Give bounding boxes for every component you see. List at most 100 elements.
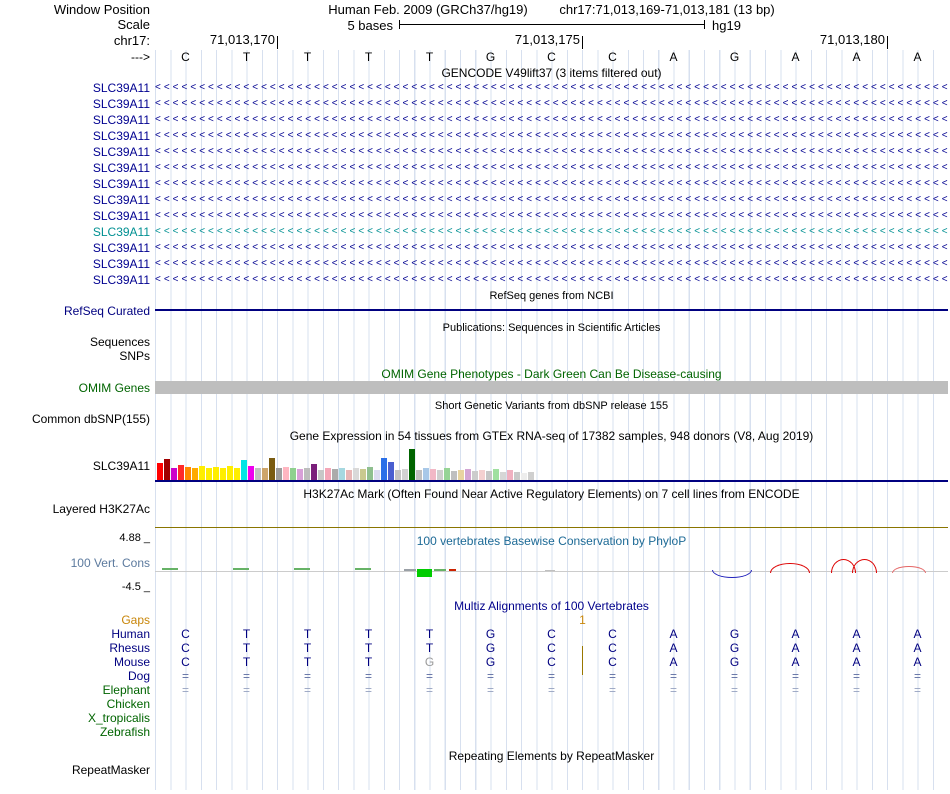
gene-model-row[interactable]: <<<<<<<<<<<<<<<<<<<<<<<<<<<<<<<<<<<<<<<<… — [155, 82, 948, 93]
repeatmasker-track-title[interactable]: Repeating Elements by RepeatMasker — [448, 749, 655, 763]
alignment-base: = — [669, 669, 677, 683]
sequences-label[interactable]: Sequences — [89, 335, 150, 349]
insertion-line — [582, 646, 583, 675]
alignment-base: C — [181, 627, 190, 641]
gene-model-row[interactable]: <<<<<<<<<<<<<<<<<<<<<<<<<<<<<<<<<<<<<<<<… — [155, 210, 948, 221]
alignment-base: T — [364, 627, 373, 641]
gtex-bar — [367, 467, 373, 480]
alignment-base: A — [669, 655, 678, 669]
assembly-tag: hg19 — [712, 18, 741, 33]
alignment-base: G — [729, 655, 740, 669]
alignment-base: C — [547, 655, 556, 669]
gene-label[interactable]: SLC39A11 — [92, 225, 150, 239]
scale-bar-tick-left — [399, 20, 400, 29]
gtex-bar — [346, 470, 352, 480]
conservation-track-label[interactable]: 100 Vert. Cons — [70, 556, 150, 570]
species-label-gaps[interactable]: Gaps — [121, 613, 150, 627]
alignment-base: = — [303, 683, 311, 697]
gene-model-row[interactable]: <<<<<<<<<<<<<<<<<<<<<<<<<<<<<<<<<<<<<<<<… — [155, 114, 948, 125]
alignment-base: A — [913, 641, 922, 655]
h3k27ac-label[interactable]: Layered H3K27Ac — [52, 502, 150, 516]
gencode-track-title[interactable]: GENCODE V49lift37 (3 items filtered out) — [441, 66, 662, 80]
species-label-chicken[interactable]: Chicken — [106, 697, 150, 711]
gene-label[interactable]: SLC39A11 — [92, 241, 150, 255]
snps-label[interactable]: SNPs — [119, 349, 150, 363]
gene-label[interactable]: SLC39A11 — [92, 161, 150, 175]
omim-genes-label[interactable]: OMIM Genes — [78, 381, 150, 395]
ruler-label: 71,013,170 — [209, 32, 275, 47]
gene-label[interactable]: SLC39A11 — [92, 145, 150, 159]
species-label-human[interactable]: Human — [111, 627, 150, 641]
sequence-base: A — [852, 50, 861, 64]
gtex-bar — [528, 472, 534, 480]
gene-label[interactable]: SLC39A11 — [92, 177, 150, 191]
alignment-base: T — [242, 641, 251, 655]
sequence-base: C — [181, 50, 190, 64]
gene-label[interactable]: SLC39A11 — [92, 97, 150, 111]
gene-model-row[interactable]: <<<<<<<<<<<<<<<<<<<<<<<<<<<<<<<<<<<<<<<<… — [155, 274, 948, 285]
omim-track-title[interactable]: OMIM Gene Phenotypes - Dark Green Can Be… — [381, 367, 722, 381]
alignment-base: C — [608, 627, 617, 641]
alignment-base: = — [547, 683, 555, 697]
alignment-base: = — [364, 683, 372, 697]
gtex-bar — [486, 471, 492, 480]
gtex-bar — [493, 469, 499, 480]
gtex-track-title[interactable]: Gene Expression in 54 tissues from GTEx … — [289, 429, 814, 443]
publications-track-title[interactable]: Publications: Sequences in Scientific Ar… — [442, 322, 661, 334]
gene-model-row[interactable]: <<<<<<<<<<<<<<<<<<<<<<<<<<<<<<<<<<<<<<<<… — [155, 98, 948, 109]
species-label-dog[interactable]: Dog — [127, 669, 150, 683]
gene-model-row[interactable]: <<<<<<<<<<<<<<<<<<<<<<<<<<<<<<<<<<<<<<<<… — [155, 162, 948, 173]
sequence-base: A — [791, 50, 800, 64]
gtex-bar — [507, 470, 513, 480]
alignment-base: = — [913, 669, 921, 683]
window-position-title: Human Feb. 2009 (GRCh37/hg19) chr17:71,0… — [155, 3, 948, 17]
gtex-gene-label[interactable]: SLC39A11 — [92, 459, 150, 473]
refseq-curated-item[interactable] — [155, 309, 948, 311]
gene-label[interactable]: SLC39A11 — [92, 193, 150, 207]
dbsnp-label[interactable]: Common dbSNP(155) — [31, 412, 150, 426]
gene-model-row[interactable]: <<<<<<<<<<<<<<<<<<<<<<<<<<<<<<<<<<<<<<<<… — [155, 130, 948, 141]
species-label-zebrafish[interactable]: Zebrafish — [99, 725, 150, 739]
alignment-base: T — [303, 641, 312, 655]
dbsnp-track-title[interactable]: Short Genetic Variants from dbSNP releas… — [434, 400, 669, 412]
gene-label[interactable]: SLC39A11 — [92, 113, 150, 127]
conservation-max-label: 4.88 _ — [119, 532, 150, 544]
alignment-base: T — [425, 627, 434, 641]
omim-gene-bar[interactable] — [155, 381, 948, 394]
species-label-x_tropicalis[interactable]: X_tropicalis — [87, 711, 150, 725]
scale-label: Scale — [117, 17, 150, 32]
refseq-track-title[interactable]: RefSeq genes from NCBI — [489, 290, 614, 302]
gene-label[interactable]: SLC39A11 — [92, 81, 150, 95]
alignment-base: A — [913, 627, 922, 641]
gtex-bar — [472, 471, 478, 480]
gene-model-row[interactable]: <<<<<<<<<<<<<<<<<<<<<<<<<<<<<<<<<<<<<<<<… — [155, 146, 948, 157]
gene-model-row[interactable]: <<<<<<<<<<<<<<<<<<<<<<<<<<<<<<<<<<<<<<<<… — [155, 226, 948, 237]
ruler-tick — [277, 36, 278, 49]
refseq-curated-label[interactable]: RefSeq Curated — [63, 304, 150, 318]
gene-model-row[interactable]: <<<<<<<<<<<<<<<<<<<<<<<<<<<<<<<<<<<<<<<<… — [155, 258, 948, 269]
multiz-track-title[interactable]: Multiz Alignments of 100 Vertebrates — [454, 599, 649, 613]
gtex-bar — [192, 468, 198, 480]
species-label-rhesus[interactable]: Rhesus — [109, 641, 150, 655]
species-label-mouse[interactable]: Mouse — [113, 655, 150, 669]
gene-label[interactable]: SLC39A11 — [92, 209, 150, 223]
species-label-elephant[interactable]: Elephant — [102, 683, 150, 697]
sequence-base: T — [364, 50, 373, 64]
h3k27ac-track-title[interactable]: H3K27Ac Mark (Often Found Near Active Re… — [303, 487, 800, 501]
alignment-base: = — [242, 683, 250, 697]
gene-model-row[interactable]: <<<<<<<<<<<<<<<<<<<<<<<<<<<<<<<<<<<<<<<<… — [155, 242, 948, 253]
alignment-base: = — [669, 683, 677, 697]
gtex-bar — [444, 468, 450, 480]
gene-label[interactable]: SLC39A11 — [92, 273, 150, 287]
repeatmasker-label[interactable]: RepeatMasker — [71, 763, 150, 777]
gtex-bar — [283, 467, 289, 480]
conservation-track-title[interactable]: 100 vertebrates Basewise Conservation by… — [416, 534, 687, 548]
alignment-base: = — [791, 669, 799, 683]
alignment-base: A — [852, 627, 861, 641]
gene-label[interactable]: SLC39A11 — [92, 129, 150, 143]
gene-model-row[interactable]: <<<<<<<<<<<<<<<<<<<<<<<<<<<<<<<<<<<<<<<<… — [155, 194, 948, 205]
alignment-base: A — [669, 627, 678, 641]
gene-label[interactable]: SLC39A11 — [92, 257, 150, 271]
gene-model-row[interactable]: <<<<<<<<<<<<<<<<<<<<<<<<<<<<<<<<<<<<<<<<… — [155, 178, 948, 189]
gtex-bar — [164, 459, 170, 480]
